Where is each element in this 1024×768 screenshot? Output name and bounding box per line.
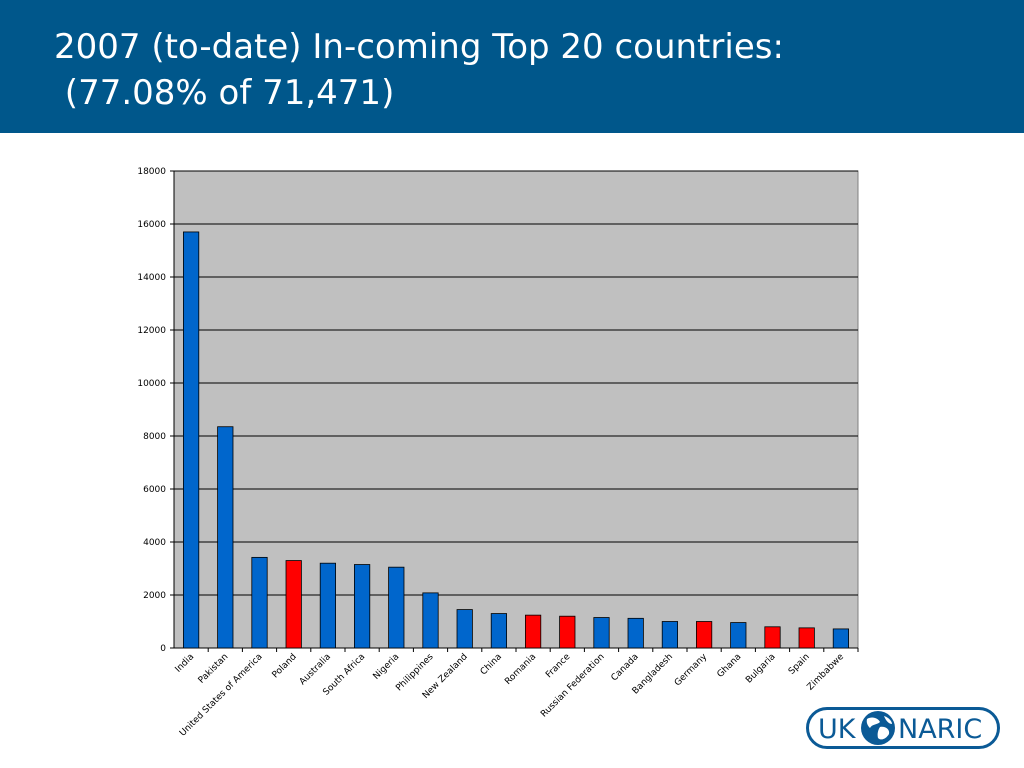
y-tick-label: 4000 <box>143 538 166 548</box>
x-tick-label: Romania <box>503 652 538 687</box>
y-tick-label: 14000 <box>137 273 166 283</box>
bar <box>388 566 405 649</box>
y-tick-label: 12000 <box>137 326 166 336</box>
bar <box>661 621 678 649</box>
slide-title: 2007 (to-date) In-coming Top 20 countrie… <box>54 24 784 116</box>
bar <box>490 613 507 649</box>
slide-title-line2: (77.08% of 71,471) <box>54 73 395 113</box>
x-tick-label: Pakistan <box>197 652 231 686</box>
y-tick-label: 2000 <box>143 591 166 601</box>
x-tick-label: China <box>479 652 504 677</box>
x-tick-label: Nigeria <box>372 652 402 682</box>
title-banner: 2007 (to-date) In-coming Top 20 countrie… <box>0 0 1024 133</box>
x-tick-label: France <box>544 652 573 681</box>
plot-area <box>173 170 859 649</box>
logo-frame <box>806 707 1000 749</box>
x-tick-label: Germany <box>673 652 710 689</box>
bar <box>456 609 473 649</box>
x-tick-label: India <box>174 652 197 675</box>
bar <box>525 614 542 649</box>
x-tick-label: Poland <box>271 652 299 680</box>
bar <box>730 622 747 649</box>
bar <box>183 231 200 649</box>
uk-naric-logo: UK NARIC <box>806 707 1000 749</box>
x-tick-label: Ghana <box>716 652 744 680</box>
y-tick-label: 18000 <box>137 167 166 177</box>
bar <box>832 628 849 649</box>
y-tick-label: 0 <box>160 644 166 654</box>
bar <box>696 621 713 649</box>
x-tick-label: Zimbabwe <box>806 652 847 693</box>
y-tick-label: 6000 <box>143 485 166 495</box>
bar <box>217 426 234 649</box>
bar <box>354 564 371 649</box>
x-tick-label: Australia <box>298 652 333 687</box>
bar <box>764 626 781 649</box>
x-tick-label: Spain <box>787 652 812 677</box>
bar <box>593 617 610 649</box>
y-tick-label: 8000 <box>143 432 166 442</box>
y-tick-label: 10000 <box>137 379 166 389</box>
x-tick-label: Russian Federation <box>539 652 606 719</box>
bar <box>251 556 268 649</box>
bar <box>422 592 439 649</box>
logo-text-naric: NARIC <box>898 714 982 745</box>
bar <box>285 560 302 649</box>
globe-icon <box>861 711 895 745</box>
bar <box>627 617 644 649</box>
slide-title-line1: 2007 (to-date) In-coming Top 20 countrie… <box>54 27 784 67</box>
x-tick-label: Canada <box>610 652 641 683</box>
bar <box>798 627 815 649</box>
bar <box>319 562 336 649</box>
logo-text-uk: UK <box>818 714 857 745</box>
y-tick-label: 16000 <box>137 220 166 230</box>
bar <box>559 615 576 649</box>
x-tick-label: Bulgaria <box>744 652 777 685</box>
